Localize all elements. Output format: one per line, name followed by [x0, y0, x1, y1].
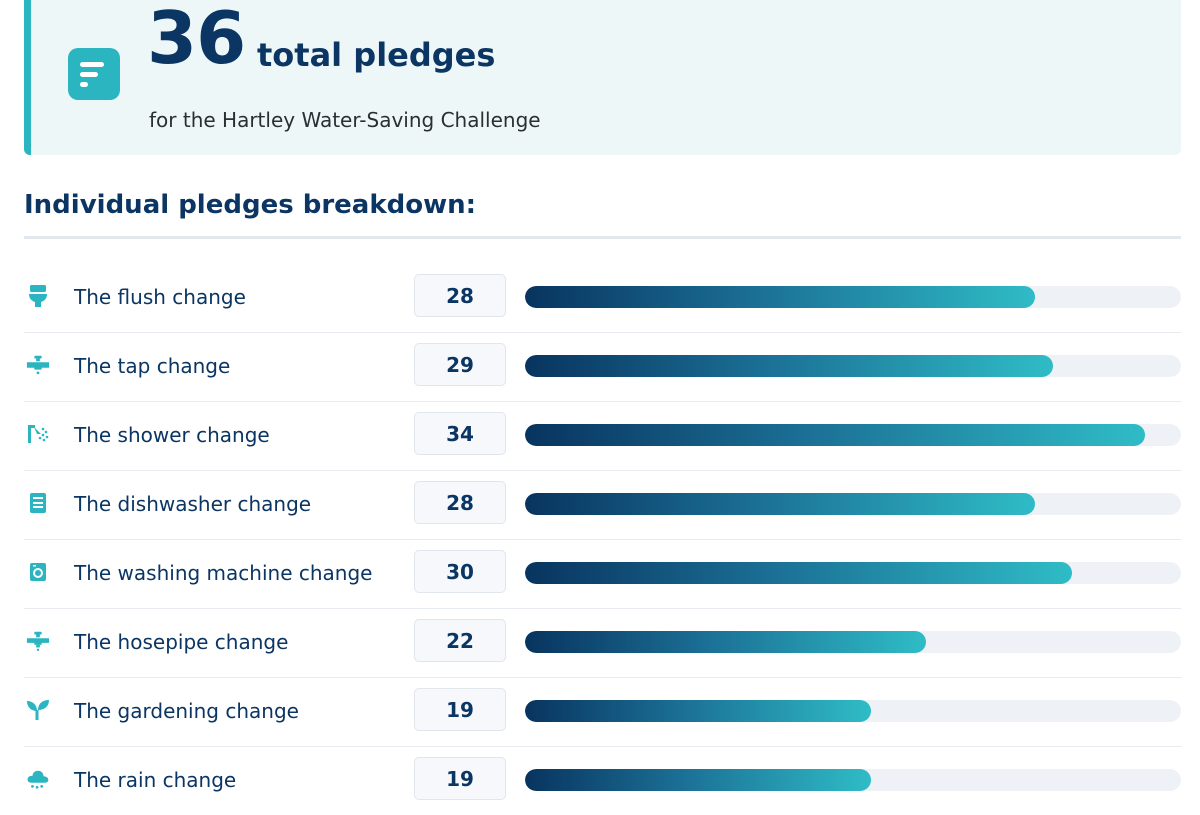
pledge-count: 19: [414, 757, 506, 800]
pledge-row-dishwasher: The dishwasher change 28: [24, 471, 1181, 540]
pledge-row-washing-machine: The washing machine change 30: [24, 540, 1181, 609]
plant-icon: [26, 698, 50, 722]
chart-list-icon: [68, 48, 120, 100]
pledge-label: The dishwasher change: [74, 492, 312, 516]
tap-icon: [26, 353, 50, 377]
pledge-bar-track: [525, 631, 1181, 653]
breakdown-heading: Individual pledges breakdown:: [24, 190, 477, 220]
pledge-count: 22: [414, 619, 506, 662]
pledge-label: The flush change: [74, 285, 246, 309]
pledge-row-hosepipe: The hosepipe change 22: [24, 609, 1181, 678]
washing-machine-icon: [26, 560, 50, 584]
pledge-label: The hosepipe change: [74, 630, 289, 654]
pledge-count: 28: [414, 481, 506, 524]
total-pledges-label: total pledges: [257, 36, 496, 74]
pledge-bar-track: [525, 286, 1181, 308]
pledge-count: 29: [414, 343, 506, 386]
pledge-count: 34: [414, 412, 506, 455]
pledge-bar-fill: [525, 424, 1145, 446]
pledge-breakdown-list: The flush change 28 The tap change 29 Th…: [24, 264, 1181, 815]
pledge-bar-fill: [525, 493, 1036, 515]
pledge-bar-fill: [525, 700, 872, 722]
pledge-label: The gardening change: [74, 699, 299, 723]
total-pledges-count: 36: [147, 0, 246, 80]
pledge-row-shower: The shower change 34: [24, 402, 1181, 471]
toilet-icon: [26, 284, 50, 308]
pledge-bar-track: [525, 355, 1181, 377]
pledge-row-rain: The rain change 19: [24, 747, 1181, 815]
pledge-row-gardening: The gardening change 19: [24, 678, 1181, 747]
pledge-bar-fill: [525, 631, 926, 653]
pledge-label: The shower change: [74, 423, 270, 447]
pledge-bar-fill: [525, 562, 1072, 584]
pledge-count: 30: [414, 550, 506, 593]
pledge-bar-track: [525, 700, 1181, 722]
pledge-bar-track: [525, 562, 1181, 584]
pledge-label: The tap change: [74, 354, 231, 378]
pledge-bar-track: [525, 493, 1181, 515]
shower-icon: [26, 422, 50, 446]
pledge-bar-fill: [525, 769, 872, 791]
pledge-bar-fill: [525, 286, 1036, 308]
breakdown-divider: [24, 236, 1181, 239]
pledge-count: 19: [414, 688, 506, 731]
pledge-bar-track: [525, 769, 1181, 791]
pledge-row-tap: The tap change 29: [24, 333, 1181, 402]
pledge-label: The washing machine change: [74, 561, 373, 585]
pledge-label: The rain change: [74, 768, 237, 792]
hosepipe-icon: [26, 629, 50, 653]
pledge-count: 28: [414, 274, 506, 317]
pledge-row-flush: The flush change 28: [24, 264, 1181, 333]
pledge-bar-track: [525, 424, 1181, 446]
pledge-bar-fill: [525, 355, 1054, 377]
total-pledges-card: 36 total pledges for the Hartley Water-S…: [24, 0, 1181, 155]
challenge-subtitle: for the Hartley Water-Saving Challenge: [149, 108, 541, 132]
rain-cloud-icon: [26, 767, 50, 791]
dishwasher-icon: [26, 491, 50, 515]
